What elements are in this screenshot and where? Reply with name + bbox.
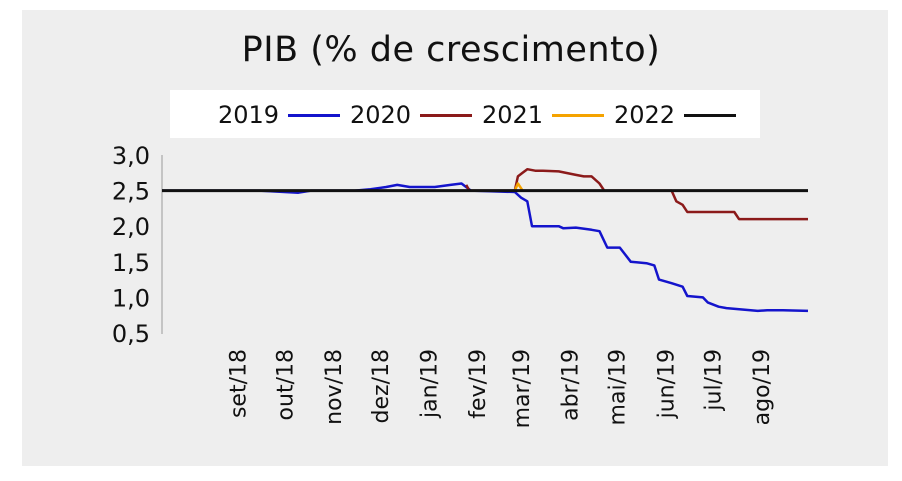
x-tick-label: abr/19	[559, 349, 584, 421]
legend-label-2021: 2021	[482, 101, 544, 129]
y-tick-label: 2,0	[112, 213, 150, 241]
x-tick-label: dez/18	[369, 349, 394, 423]
chart-title: PIB (% de crescimento)	[241, 30, 661, 70]
series-line-2020	[465, 167, 808, 221]
legend-swatch-2021	[552, 114, 604, 117]
legend-swatch-2020	[420, 114, 472, 117]
x-tick-label: jul/19	[701, 349, 726, 412]
x-tick-label: jan/19	[418, 349, 443, 419]
legend-label-2019: 2019	[218, 101, 280, 129]
x-tick-label: out/18	[273, 349, 298, 420]
x-tick-label: nov/18	[322, 349, 347, 425]
y-tick-label: 0,5	[112, 320, 150, 348]
y-tick-label: 3,0	[112, 142, 150, 170]
x-tick-label: fev/19	[466, 349, 491, 419]
legend-swatch-2022	[684, 114, 736, 117]
x-tick-label: ago/19	[750, 349, 775, 425]
chart-panel	[22, 10, 888, 466]
x-tick-label: jun/19	[654, 349, 679, 419]
x-tick-label: mar/19	[510, 349, 535, 428]
legend-label-2022: 2022	[614, 101, 676, 129]
y-tick-label: 1,5	[112, 249, 150, 277]
x-tick-label: set/18	[226, 349, 251, 418]
y-tick-label: 2,5	[112, 178, 150, 206]
legend-label-2020: 2020	[350, 101, 412, 129]
series-line-2021	[513, 182, 524, 192]
legend-swatch-2019	[288, 114, 340, 117]
x-tick-label: mai/19	[606, 349, 631, 425]
y-tick-label: 1,0	[112, 284, 150, 312]
chart-legend: 2019 2020 2021 2022	[170, 90, 760, 138]
series-line-2019	[162, 182, 809, 313]
